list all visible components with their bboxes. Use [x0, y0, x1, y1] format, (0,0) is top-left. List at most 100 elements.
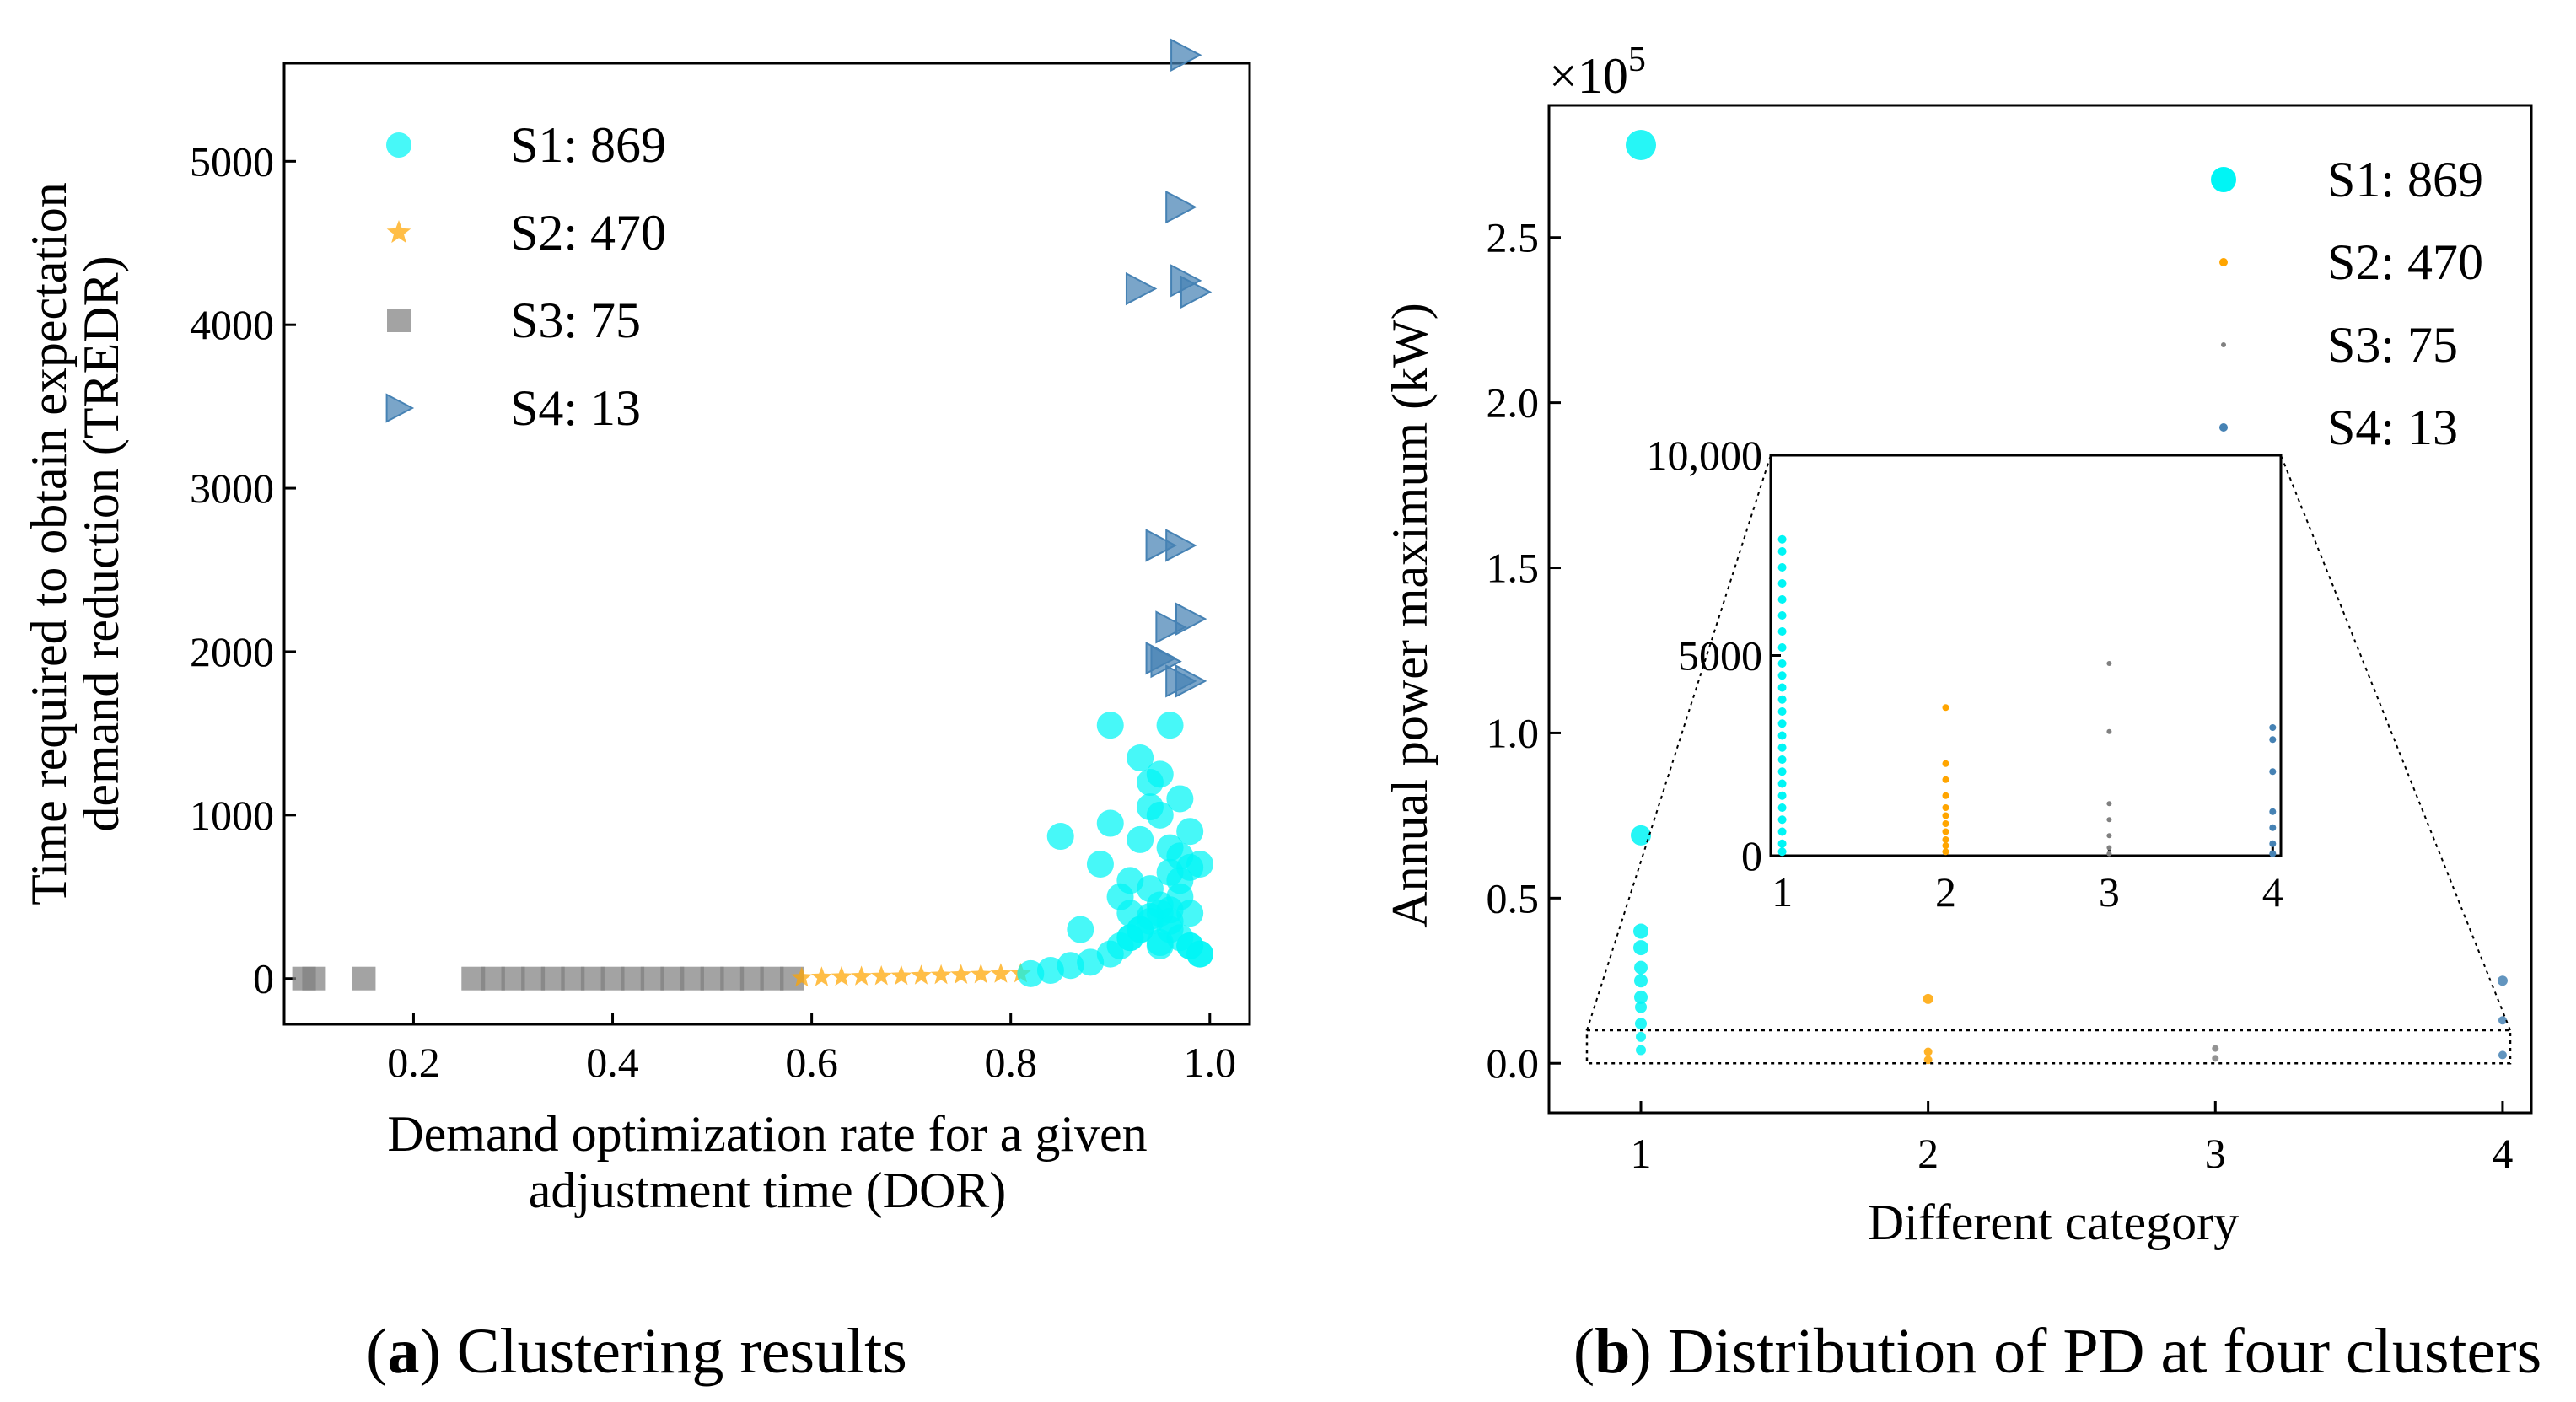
panel-b-point-s1-869 [1635, 1018, 1648, 1030]
inset-ticks: 1 2 3 4 0 5000 10,000 [1647, 432, 2283, 916]
inset-ytick-label: 10,000 [1647, 432, 1763, 479]
panel-b-point-s1-869 [1634, 990, 1648, 1004]
panel-b-point-s4-13 [2498, 1050, 2507, 1060]
panel-b-point-s3-75 [2212, 1055, 2219, 1062]
inset-xtick-label: 2 [1935, 868, 1956, 916]
panel-a-point-s1-869 [1127, 825, 1154, 853]
panel-a-ticks: 0.2 0.4 0.6 0.8 1.0 0 1000 2000 3000 4000 5000 [190, 137, 1236, 1086]
panel-a-point-s1-869 [1146, 929, 1174, 957]
panel-a-point-s3-75 [521, 966, 546, 991]
panel-a-point-s3-75 [302, 966, 326, 991]
panel-a-point-s3-75 [481, 966, 505, 991]
panel-b-scale-base: ×10 [1549, 48, 1628, 104]
inset-point-s2-470 [1942, 828, 1949, 835]
panel-b-legend: S1: 869 S2: 470 S3: 75 S4: 13 [2211, 152, 2483, 455]
inset-point-s3-75 [2106, 801, 2112, 807]
inset-point-s4-13 [2269, 724, 2277, 731]
inset-point-s4-13 [2269, 736, 2277, 744]
zoom-region-box [1585, 1029, 2512, 1065]
inset-point-s2-470 [1942, 848, 1949, 856]
inset-point-s2-470 [1942, 812, 1949, 819]
inset-point-s1-869 [1777, 731, 1787, 740]
panel-a-legend-marker-s1-869 [386, 132, 411, 158]
inset-point-s3-75 [2106, 661, 2112, 666]
panel-a-ytick-label: 3000 [190, 465, 274, 512]
inset-points [1777, 534, 2277, 857]
panel-a-point-s3-75 [660, 966, 685, 991]
panel-a-xlabel-line2: adjustment time (DOR) [529, 1163, 1007, 1218]
inset-point-s2-470 [1942, 792, 1949, 799]
panel-a-point-s3-75 [700, 966, 724, 991]
inset-point-s1-869 [1777, 659, 1787, 668]
panel-b-ylabel: Annual power maximum (kW) [1382, 303, 1438, 927]
panel-a-legend: S1: 869 S2: 470 S3: 75 S4: 13 [385, 117, 666, 436]
panel-b-caption: (b) Distribution of PD at four clusters [1573, 1316, 2541, 1387]
panel-a-point-s2-470 [831, 965, 852, 986]
panel-a-ylabel-line1: Time required to obtain expectation [21, 182, 77, 905]
panel-a-xlabel-line1: Demand optimization rate for a given [387, 1106, 1147, 1162]
panel-b-legend-label: S2: 470 [2327, 234, 2483, 290]
panel-a-xtick-label: 0.8 [984, 1039, 1037, 1086]
panel-b-ticks: 1 2 3 4 0.0 0.5 1.0 1.5 2.0 2.5 [1487, 214, 2514, 1177]
inset-point-s1-869 [1777, 579, 1787, 588]
panel-a-xtick-label: 0.2 [387, 1039, 440, 1086]
panel-a-point-s3-75 [540, 966, 565, 991]
panel-b-xtick-label: 1 [1631, 1130, 1652, 1177]
panel-b-point-s2-470 [1923, 993, 1933, 1004]
inset-point-s3-75 [2106, 817, 2112, 823]
panel-a-xtick-label: 1.0 [1184, 1039, 1237, 1086]
panel-a-legend-label: S1: 869 [510, 117, 666, 173]
panel-a-point-s1-869 [1086, 851, 1114, 878]
panel-a-point-s2-470 [930, 964, 952, 985]
panel-a-point-s1-869 [1096, 809, 1124, 837]
inset-ytick-label: 5000 [1678, 632, 1762, 680]
inset-point-s1-869 [1777, 547, 1787, 556]
panel-a-ytick-label: 1000 [190, 792, 274, 839]
panel-b-point-s4-13 [2497, 975, 2508, 986]
inset-point-s1-869 [1777, 611, 1787, 620]
inset-point-s3-75 [2106, 728, 2112, 734]
panel-a-ytick-label: 0 [253, 955, 274, 1002]
panel-b-scale-exp: 5 [1628, 40, 1646, 79]
panel-a-point-s1-869 [1156, 712, 1184, 739]
panel-b-point-s2-470 [1923, 1056, 1933, 1065]
panel-b-point-s1-869 [1626, 130, 1657, 161]
panel-a-point-s1-869 [1017, 959, 1045, 987]
panel-b-points [1626, 130, 2508, 1065]
inset-point-s1-869 [1777, 743, 1787, 752]
panel-a-point-s3-75 [680, 966, 704, 991]
inset-point-s3-75 [2106, 851, 2112, 857]
inset-point-s1-869 [1777, 815, 1787, 825]
inset-point-s1-869 [1777, 595, 1787, 604]
panel-a-point-s3-75 [461, 966, 486, 991]
panel-b-ytick-label: 0.5 [1487, 874, 1540, 921]
inset-point-s2-470 [1942, 760, 1949, 767]
inset-xtick-label: 4 [2262, 868, 2283, 916]
inset-point-s1-869 [1777, 827, 1787, 836]
inset-point-s1-869 [1777, 755, 1787, 764]
panel-a-point-s3-75 [561, 966, 585, 991]
panel-b-distribution-pd: 1 2 3 4 0.0 0.5 1.0 1.5 2.0 2.5 S1: 869 S2: 470 S3:… [1382, 40, 2541, 1387]
inset-point-s2-470 [1942, 704, 1949, 712]
inset-point-s1-869 [1777, 534, 1787, 544]
panel-a-legend-label: S4: 13 [510, 380, 641, 436]
panel-b-legend-label: S4: 13 [2327, 400, 2458, 455]
panel-b-point-s4-13 [2498, 1016, 2507, 1025]
panel-b-point-s2-470 [1923, 1047, 1933, 1056]
panel-a-xtick-label: 0.4 [586, 1039, 639, 1086]
panel-a-legend-label: S2: 470 [510, 205, 666, 261]
panel-b-xtick-label: 4 [2492, 1130, 2513, 1177]
panel-a-point-s2-470 [911, 964, 932, 985]
panel-a-point-s3-75 [739, 966, 764, 991]
panel-a-point-s1-869 [1176, 853, 1204, 881]
inset-ytick-label: 0 [1741, 832, 1762, 879]
panel-b-point-s1-869 [1636, 1031, 1647, 1042]
panel-b-point-s1-869 [1634, 960, 1648, 975]
panel-b-legend-marker-s4-13 [2219, 423, 2228, 432]
inset-xtick-label: 3 [2099, 868, 2120, 916]
panel-b-point-s1-869 [1633, 940, 1649, 956]
panel-b-caption-text: ) Distribution of PD at four clusters [1630, 1316, 2541, 1387]
panel-b-inset: 1 2 3 4 0 5000 10,000 [1647, 432, 2283, 916]
panel-b-ytick-label: 2.5 [1487, 214, 1540, 261]
panel-a-point-s4-13 [1170, 38, 1202, 72]
